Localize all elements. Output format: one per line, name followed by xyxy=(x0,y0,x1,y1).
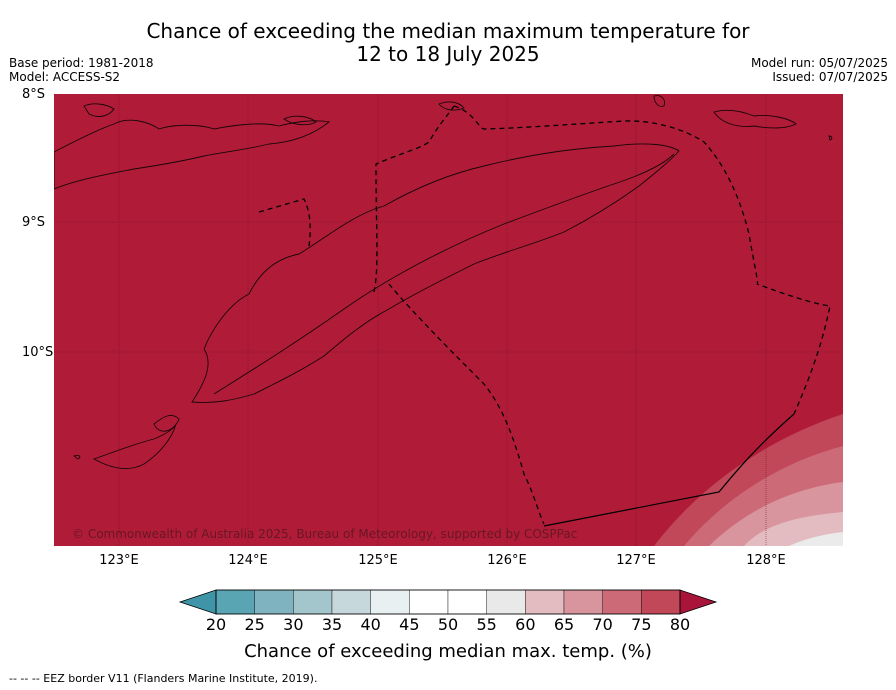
title-line-2: 12 to 18 July 2025 xyxy=(356,42,540,66)
copyright-text: © Commonwealth of Australia 2025, Bureau… xyxy=(72,527,578,541)
colorbar-tick-label: 80 xyxy=(669,615,691,634)
colorbar-tick-label: 75 xyxy=(631,615,652,634)
colorbar-tick-label: 55 xyxy=(476,615,497,634)
lat-label-9s: 9°S xyxy=(22,215,46,230)
colorbar-segment xyxy=(525,589,565,615)
probability-band-55 xyxy=(789,532,843,546)
map-title: Chance of exceeding the median maximum t… xyxy=(0,20,896,66)
colorbar xyxy=(178,589,718,615)
colorbar-segment xyxy=(641,589,681,615)
colorbar-segment xyxy=(486,589,526,615)
model-info: Base period: 1981-2018 Model: ACCESS-S2 xyxy=(9,56,154,84)
lon-label-125e: 125°E xyxy=(358,553,398,568)
colorbar-tick-label: 40 xyxy=(360,615,381,634)
eez-oecusse xyxy=(373,105,455,293)
colorbar-tick-label: 35 xyxy=(321,615,343,634)
colorbar-segments xyxy=(215,589,681,615)
lon-label-126e: 126°E xyxy=(487,553,527,568)
lon-label-127e: 127°E xyxy=(616,553,656,568)
colorbar-segment xyxy=(254,589,294,615)
eez-jpda xyxy=(388,283,545,525)
colorbar-label: Chance of exceeding median max. temp. (%… xyxy=(244,641,652,662)
colorbar-low-extend xyxy=(178,589,217,615)
title-line-1: Chance of exceeding the median maximum t… xyxy=(146,19,750,43)
colorbar-tick-label: 65 xyxy=(553,615,575,634)
east-islands xyxy=(653,95,833,141)
lon-label-128e: 128°E xyxy=(746,553,786,568)
base-period-text: Base period: 1981-2018 xyxy=(9,56,154,70)
probability-field-80 xyxy=(54,94,843,546)
issued-text: Issued: 07/07/2025 xyxy=(772,70,888,84)
colorbar-high-extend xyxy=(679,589,718,615)
eez-west xyxy=(258,198,311,247)
eez-footnote: -- -- -- EEZ border V11 (Flanders Marine… xyxy=(9,672,318,685)
model-name-text: Model: ACCESS-S2 xyxy=(9,70,121,84)
colorbar-segment xyxy=(447,589,487,615)
colorbar-tick-label: 20 xyxy=(205,615,227,634)
colorbar-segment xyxy=(370,589,410,615)
colorbar-segment xyxy=(563,589,603,615)
colorbar-segment xyxy=(215,589,255,615)
graticule xyxy=(54,94,843,546)
colorbar-segment xyxy=(602,589,642,615)
eez-south-line xyxy=(543,413,795,527)
forecast-map xyxy=(54,94,843,546)
colorbar-tick-label: 60 xyxy=(515,615,536,634)
colorbar-tick-label: 45 xyxy=(399,615,420,634)
lat-label-8s: 8°S xyxy=(22,87,46,102)
coastlines xyxy=(54,95,833,470)
lat-label-10s: 10°S xyxy=(22,345,54,360)
lon-label-123e: 123°E xyxy=(99,553,139,568)
lon-label-124e: 124°E xyxy=(228,553,268,568)
colorbar-tick-label: 30 xyxy=(283,615,304,634)
colorbar-segment xyxy=(331,589,371,615)
north-islands xyxy=(83,101,465,126)
sawu-islands xyxy=(73,423,177,470)
run-info: Model run: 05/07/2025 Issued: 07/07/2025 xyxy=(751,56,888,84)
colorbar-tick-label: 70 xyxy=(592,615,613,634)
colorbar-frame xyxy=(215,589,681,615)
colorbar-tick-label: 25 xyxy=(244,615,265,634)
colorbar-segment xyxy=(409,589,449,615)
eez-borders xyxy=(258,105,831,525)
eez-timor-sea xyxy=(453,105,831,415)
alor-wetar-outline xyxy=(54,119,331,190)
timor-island-outline xyxy=(191,143,680,403)
model-run-text: Model run: 05/07/2025 xyxy=(750,56,888,70)
colorbar-tick-label: 50 xyxy=(437,615,459,634)
timor-ridge xyxy=(213,153,675,395)
colorbar-segment xyxy=(293,589,333,615)
roti-island xyxy=(153,414,180,432)
